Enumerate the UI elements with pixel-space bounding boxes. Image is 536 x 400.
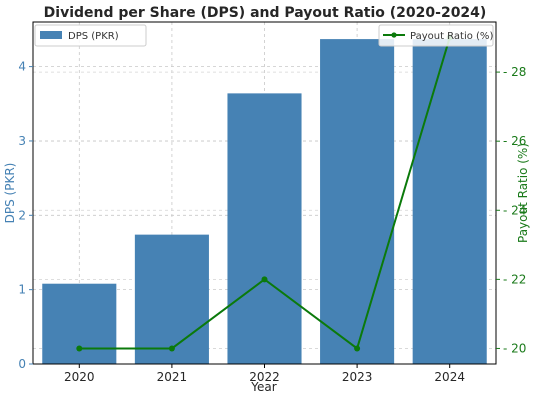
legend-dps: DPS (PKR) <box>34 24 147 47</box>
payout-ratio-point <box>261 276 268 283</box>
y-left-tick-label: 1 <box>18 283 26 297</box>
x-axis: 2020 2021 2022 2023 2024 <box>64 364 465 384</box>
legend-dps-box <box>34 24 147 47</box>
legend-dps-label: DPS (PKR) <box>68 31 119 42</box>
bar-dps <box>227 93 302 365</box>
y-left-tick-label: 4 <box>18 60 26 74</box>
payout-ratio-point <box>354 345 361 352</box>
y-left-tick-label: 0 <box>18 357 26 371</box>
x-tick-label: 2024 <box>434 370 465 384</box>
bar-dps <box>134 234 209 364</box>
y-right-tick-label: - 24 <box>503 203 526 217</box>
x-axis-label: Year <box>250 380 276 394</box>
y-right-tick-label: - 26 <box>503 134 526 148</box>
bars <box>42 39 487 365</box>
payout-ratio-point <box>168 345 175 352</box>
x-tick-label: 2022 <box>249 370 280 384</box>
y-left-tick-label: 3 <box>18 134 26 148</box>
y-left-tick-label: 2 <box>18 208 26 222</box>
payout-ratio-point <box>76 345 83 352</box>
y-axis-left-label: DPS (PKR) <box>3 163 17 224</box>
y-axis-right-label: Payout Ratio (%) <box>516 143 530 243</box>
y-right-tick-label: - 22 <box>503 272 526 286</box>
legend-payout-label: Payout Ratio (%) <box>410 31 493 42</box>
y-right-tick-label: - 28 <box>503 65 526 79</box>
y-axis-right: - 20 - 22 - 24 - 26 - 28 <box>496 65 526 355</box>
legend-payout: Payout Ratio (%) <box>378 24 494 47</box>
bar-dps <box>412 39 487 364</box>
y-right-tick-label: - 20 <box>503 341 526 355</box>
y-axis-left: 0 1 2 3 4 <box>18 60 33 371</box>
x-tick-label: 2021 <box>157 370 188 384</box>
bar-dps <box>42 283 117 364</box>
bar-dps <box>320 39 395 364</box>
x-tick-label: 2020 <box>64 370 95 384</box>
chart-title: Dividend per Share (DPS) and Payout Rati… <box>44 5 487 21</box>
x-tick-label: 2023 <box>342 370 373 384</box>
legend-payout-marker <box>391 32 397 38</box>
legend-payout-box <box>378 24 494 47</box>
legend-dps-swatch <box>40 31 62 39</box>
